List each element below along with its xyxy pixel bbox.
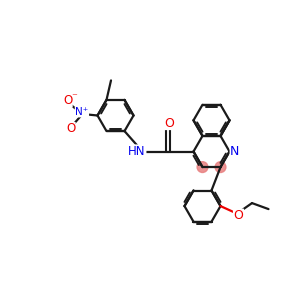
Circle shape bbox=[215, 162, 226, 172]
Text: N: N bbox=[230, 145, 240, 158]
Text: O: O bbox=[63, 94, 72, 107]
Text: ⁻: ⁻ bbox=[71, 92, 77, 103]
Text: O: O bbox=[234, 209, 243, 222]
Text: HN: HN bbox=[128, 145, 146, 158]
Text: O: O bbox=[66, 122, 75, 136]
Text: N⁺: N⁺ bbox=[75, 107, 88, 117]
Circle shape bbox=[197, 162, 208, 172]
Text: O: O bbox=[165, 116, 174, 130]
